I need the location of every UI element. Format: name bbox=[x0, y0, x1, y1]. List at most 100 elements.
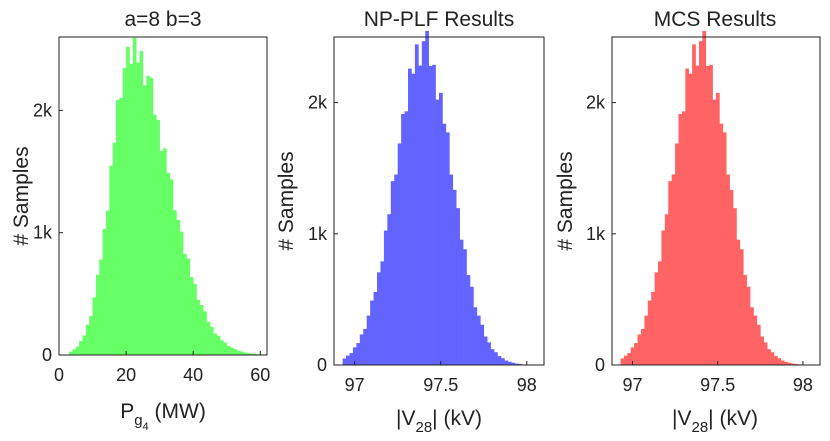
histogram-bar bbox=[102, 229, 107, 355]
panel-1-x-axis-label: Pg4 (MW) bbox=[120, 400, 206, 433]
panel-3-x-ticks: 97 97.5 98 bbox=[622, 361, 813, 395]
panel-pg4-distribution: a=8 b=3 0 20 40 60 0 1k 2k # Samples Pg4 (MW) bbox=[10, 8, 270, 433]
histogram-bar bbox=[209, 326, 214, 355]
panel-1-title: a=8 b=3 bbox=[124, 8, 201, 31]
panel-1-y-ticks: 0 1k 2k bbox=[33, 100, 63, 365]
histogram-bar bbox=[439, 92, 443, 365]
histogram-bar bbox=[152, 114, 157, 356]
histogram-bar bbox=[163, 148, 167, 355]
panel-1-x-label-unit: (MW) bbox=[149, 400, 206, 423]
histogram-bar bbox=[640, 328, 645, 365]
histogram-bar bbox=[705, 65, 710, 365]
histogram-bar bbox=[394, 174, 398, 365]
histogram-bar bbox=[196, 299, 201, 355]
panel-3-x-label-sub: 28 bbox=[691, 419, 708, 436]
histogram-bar bbox=[75, 346, 80, 355]
x-tick-label: 98 bbox=[517, 375, 537, 395]
histogram-bar bbox=[173, 210, 177, 355]
histogram-bar bbox=[442, 123, 447, 365]
y-tick-label: 2k bbox=[586, 93, 606, 113]
histogram-bar bbox=[736, 239, 741, 365]
histogram-bar bbox=[763, 342, 768, 365]
histogram-bar bbox=[435, 99, 440, 365]
histogram-bar bbox=[183, 253, 187, 355]
histogram-bar bbox=[770, 352, 775, 365]
panel-2-x-label-sub: 28 bbox=[415, 419, 432, 436]
histogram-bar bbox=[352, 347, 357, 365]
histogram-bar bbox=[518, 363, 522, 365]
histogram-bar bbox=[95, 274, 100, 355]
panel-3-x-label-main: |V bbox=[672, 407, 691, 430]
histogram-bar bbox=[637, 334, 642, 365]
histogram-bar bbox=[342, 358, 347, 365]
histogram-bar bbox=[647, 300, 652, 365]
histogram-bar bbox=[726, 174, 730, 365]
histogram-bar bbox=[216, 335, 221, 355]
histogram-bar bbox=[363, 328, 367, 365]
histogram-bar bbox=[675, 143, 679, 365]
histogram-bar bbox=[681, 111, 686, 365]
panel-1-axes-frame bbox=[58, 36, 268, 356]
histogram-bar bbox=[411, 73, 416, 365]
histogram-bar bbox=[169, 179, 174, 355]
y-tick-label: 2k bbox=[33, 100, 53, 120]
x-tick-label: 97.5 bbox=[423, 375, 458, 395]
histogram-bar bbox=[383, 230, 388, 365]
x-tick-label: 97.5 bbox=[700, 375, 735, 395]
histogram-bar bbox=[678, 113, 683, 365]
histogram-bar bbox=[432, 64, 436, 365]
histogram-bar bbox=[236, 350, 241, 355]
histogram-bar bbox=[746, 286, 751, 365]
histogram-bar bbox=[213, 333, 217, 355]
y-tick-label: 1k bbox=[33, 223, 53, 243]
histogram-bar bbox=[651, 292, 655, 365]
histogram-bar bbox=[661, 230, 666, 365]
histogram-bar bbox=[658, 261, 662, 365]
histogram-bar bbox=[459, 239, 464, 365]
histogram-bar bbox=[500, 358, 505, 365]
y-tick-label: 0 bbox=[595, 355, 605, 375]
histogram-bar bbox=[507, 361, 512, 365]
histogram-bar bbox=[695, 65, 700, 365]
histogram-bar bbox=[89, 316, 93, 355]
histogram-bar bbox=[116, 99, 120, 355]
histogram-bar bbox=[79, 341, 83, 355]
panel-2-x-label-main: |V bbox=[396, 407, 415, 430]
histogram-bar bbox=[480, 324, 485, 365]
histogram-bar bbox=[791, 363, 795, 365]
histogram-bar bbox=[220, 340, 224, 355]
histogram-bar bbox=[390, 181, 395, 365]
panel-3-axes-frame bbox=[611, 36, 821, 366]
histogram-bar bbox=[122, 68, 127, 355]
x-tick-label: 97 bbox=[622, 375, 642, 395]
histogram-bar bbox=[230, 347, 234, 355]
histogram-bar bbox=[136, 62, 140, 356]
panel-2-y-axis-label: # Samples bbox=[275, 151, 298, 250]
histogram-bar bbox=[404, 111, 409, 365]
histogram-bar bbox=[126, 46, 130, 355]
histogram-bar bbox=[240, 351, 244, 355]
panel-3-x-label-unit: | (kV) bbox=[708, 407, 758, 430]
histogram-bar bbox=[85, 324, 90, 355]
histogram-bar bbox=[139, 51, 144, 356]
histogram-bar bbox=[664, 214, 669, 365]
histogram-bar bbox=[709, 64, 713, 365]
x-tick-label: 40 bbox=[183, 365, 203, 385]
histogram-bar bbox=[380, 261, 385, 365]
panel-2-bars bbox=[342, 30, 526, 366]
histogram-bar bbox=[401, 113, 405, 365]
panel-2-title: NP-PLF Results bbox=[364, 8, 515, 31]
histogram-bar bbox=[349, 353, 354, 365]
histogram-bar bbox=[223, 342, 228, 355]
histogram-bar bbox=[414, 44, 419, 366]
panel-1-x-label-main: P bbox=[120, 400, 134, 423]
histogram-bar bbox=[203, 311, 207, 355]
histogram-bar bbox=[346, 355, 350, 365]
histogram-bar bbox=[473, 307, 478, 365]
histogram-bar bbox=[226, 345, 231, 355]
histogram-bar bbox=[716, 92, 720, 365]
histogram-bar bbox=[753, 315, 758, 365]
histogram-bar bbox=[794, 363, 799, 365]
histogram-bar bbox=[387, 214, 392, 365]
